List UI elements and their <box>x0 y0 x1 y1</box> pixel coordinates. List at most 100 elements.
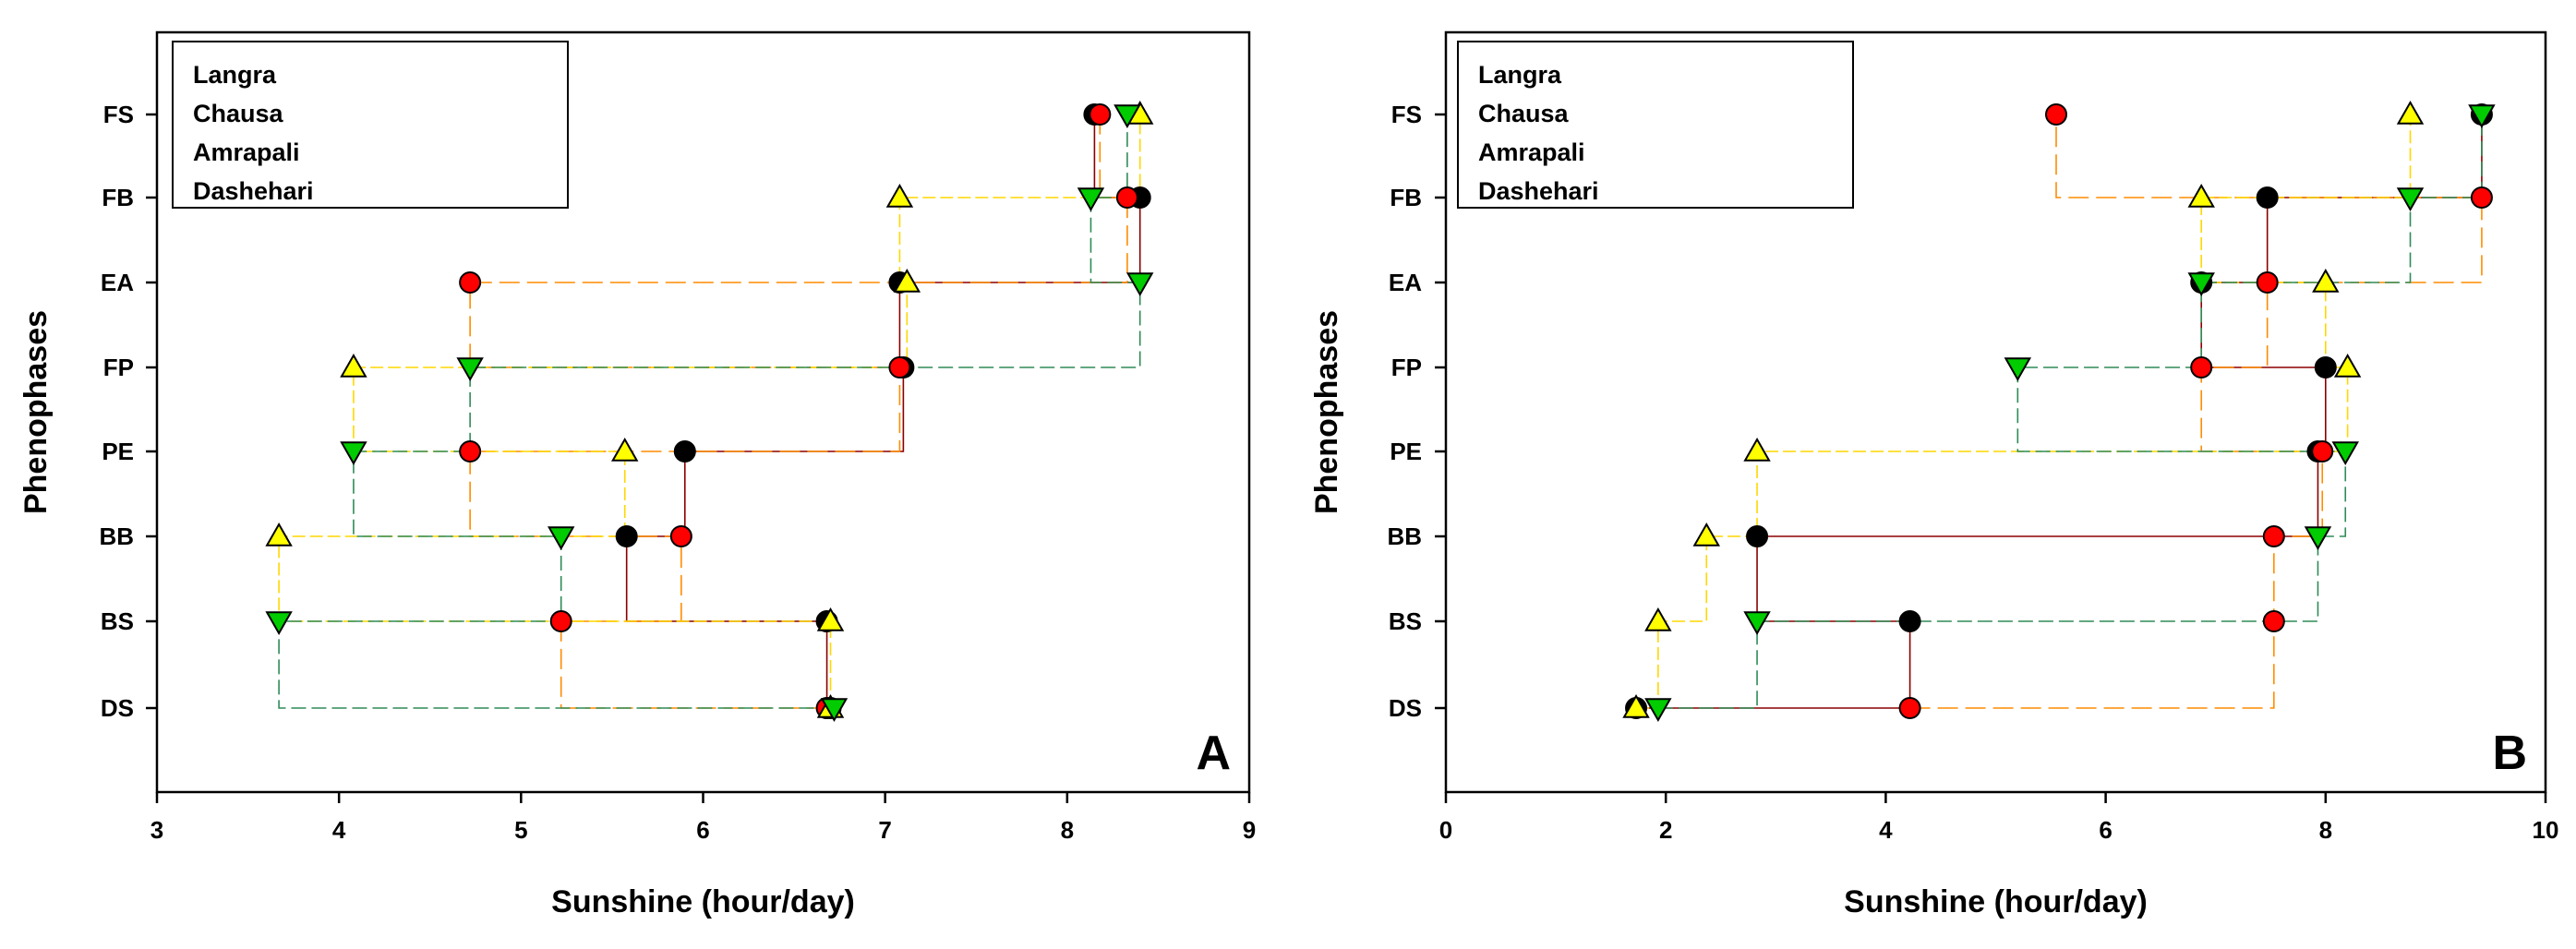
x-tick-label: 7 <box>878 816 891 844</box>
data-point <box>888 356 911 378</box>
y-tick-label: PE <box>1390 438 1422 465</box>
data-point <box>610 437 639 462</box>
x-axis-title: Sunshine (hour/day) <box>1844 884 2148 919</box>
legend: Langra Chausa Amrapali Dashehari <box>172 41 569 209</box>
series-line-langra <box>625 114 1141 709</box>
data-point <box>2468 104 2496 129</box>
data-point <box>1622 693 1650 718</box>
data-point <box>2311 440 2334 462</box>
y-tick-label: FP <box>1391 354 1422 381</box>
data-point <box>885 183 914 208</box>
data-point <box>1692 522 1720 547</box>
data-point <box>615 525 638 547</box>
legend-box <box>1457 41 1854 209</box>
data-point <box>2004 357 2032 382</box>
data-point <box>2396 100 2425 125</box>
x-tick-label: 10 <box>2533 816 2559 844</box>
data-point <box>2331 441 2359 466</box>
data-point <box>549 610 572 632</box>
data-point <box>816 607 845 631</box>
data-point <box>820 698 849 723</box>
x-axis-title: Sunshine (hour/day) <box>551 884 855 919</box>
y-tick-label: BB <box>99 523 134 550</box>
data-point <box>459 440 482 462</box>
x-tick-label: 8 <box>1061 816 1074 844</box>
x-tick-label: 4 <box>1879 816 1893 844</box>
panel-label: A <box>1196 727 1231 780</box>
data-point <box>2262 525 2285 547</box>
series-amrapali <box>265 100 1154 718</box>
legend-entry: Dashehari <box>1478 177 1599 205</box>
data-point <box>2256 186 2279 209</box>
data-point <box>1746 525 1769 547</box>
y-tick-label: BB <box>1387 523 1422 550</box>
series-langra <box>615 103 1151 719</box>
data-point <box>2187 272 2215 297</box>
plot-frame <box>1444 30 2547 794</box>
x-tick-label: 0 <box>1439 816 1452 844</box>
y-tick-label: BS <box>1389 607 1422 635</box>
data-point <box>265 611 293 636</box>
x-tick-label: 6 <box>2099 816 2112 844</box>
data-point <box>2256 271 2279 294</box>
data-point <box>669 525 692 547</box>
data-point <box>547 526 575 551</box>
series-chausa <box>1898 103 2493 719</box>
legend-entry: Amrapali <box>1478 138 1585 166</box>
data-point <box>1125 272 1154 297</box>
y-tick-label: FB <box>102 184 134 211</box>
data-point <box>459 271 482 294</box>
data-point <box>265 522 293 547</box>
data-point <box>2187 183 2215 208</box>
legend-entry: Chausa <box>193 100 284 127</box>
data-point <box>1743 437 1771 462</box>
data-point <box>1898 610 1921 632</box>
data-point <box>2396 187 2425 212</box>
y-tick-label: DS <box>101 694 134 722</box>
data-point <box>2312 268 2340 293</box>
series-amrapali <box>1622 100 2425 718</box>
data-point <box>893 268 921 293</box>
data-point <box>1077 187 1105 212</box>
data-point <box>2333 353 2362 378</box>
x-tick-label: 8 <box>2319 816 2332 844</box>
y-tick-label: PE <box>102 438 134 465</box>
data-point <box>2304 526 2332 551</box>
data-point <box>340 441 367 466</box>
series-dashehari <box>265 104 1154 723</box>
series-line-chausa <box>1909 114 2483 709</box>
x-tick-label: 9 <box>1243 816 1256 844</box>
data-point <box>1743 611 1771 636</box>
data-point <box>1644 698 1672 723</box>
y-tick-label: FB <box>1390 184 1422 211</box>
y-axis-title: Phenophases <box>18 310 54 514</box>
x-tick-label: 2 <box>1659 816 1672 844</box>
data-point <box>1644 607 1672 631</box>
legend-entry: Langra <box>1478 61 1562 89</box>
legend-entry: Dashehari <box>193 177 314 205</box>
data-point <box>456 357 484 382</box>
y-axis-title: Phenophases <box>1309 310 1344 514</box>
x-tick-label: 4 <box>332 816 346 844</box>
y-tick-label: EA <box>101 269 134 296</box>
panel-label: B <box>2492 727 2527 780</box>
data-point <box>673 440 696 462</box>
legend-entry: Amrapali <box>193 138 300 166</box>
series-line-amrapali <box>278 114 1141 708</box>
y-tick-label: FS <box>1391 101 1422 128</box>
x-tick-label: 3 <box>150 816 163 844</box>
legend: Langra Chausa Amrapali Dashehari <box>1457 41 1854 209</box>
series-line-dashehari <box>1657 114 2483 709</box>
y-tick-label: DS <box>1389 694 1422 722</box>
y-tick-label: FS <box>103 101 134 128</box>
series-line-dashehari <box>278 114 1141 709</box>
x-tick-label: 6 <box>696 816 709 844</box>
y-tick-label: BS <box>101 607 134 635</box>
data-point <box>1898 697 1921 719</box>
data-point <box>1113 104 1141 129</box>
y-tick-label: FP <box>103 354 134 381</box>
legend-entry: Chausa <box>1478 100 1570 127</box>
data-point <box>2190 356 2213 378</box>
legend-box <box>172 41 569 209</box>
